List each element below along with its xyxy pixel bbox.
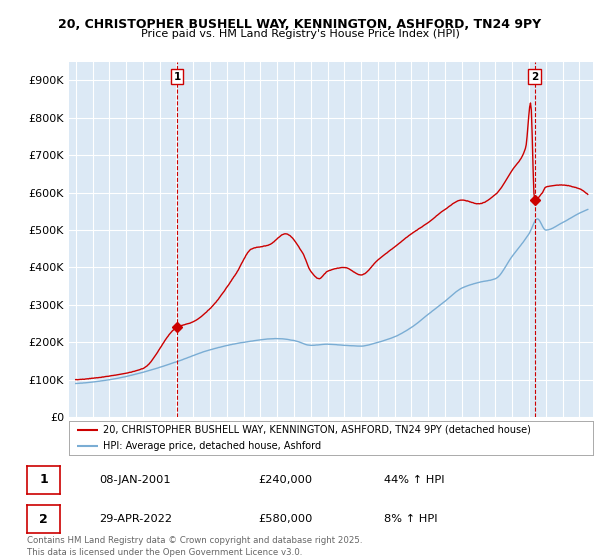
Text: Price paid vs. HM Land Registry's House Price Index (HPI): Price paid vs. HM Land Registry's House … [140, 29, 460, 39]
Text: 8% ↑ HPI: 8% ↑ HPI [384, 514, 437, 524]
Text: Contains HM Land Registry data © Crown copyright and database right 2025.
This d: Contains HM Land Registry data © Crown c… [27, 536, 362, 557]
Text: HPI: Average price, detached house, Ashford: HPI: Average price, detached house, Ashf… [103, 441, 321, 451]
Text: 29-APR-2022: 29-APR-2022 [99, 514, 172, 524]
Text: 44% ↑ HPI: 44% ↑ HPI [384, 475, 445, 485]
Text: 1: 1 [173, 72, 181, 82]
Text: 20, CHRISTOPHER BUSHELL WAY, KENNINGTON, ASHFORD, TN24 9PY: 20, CHRISTOPHER BUSHELL WAY, KENNINGTON,… [58, 18, 542, 31]
Text: 2: 2 [531, 72, 538, 82]
Text: 20, CHRISTOPHER BUSHELL WAY, KENNINGTON, ASHFORD, TN24 9PY (detached house): 20, CHRISTOPHER BUSHELL WAY, KENNINGTON,… [103, 424, 531, 435]
Text: 1: 1 [39, 473, 48, 486]
Text: £580,000: £580,000 [258, 514, 313, 524]
Text: 2: 2 [39, 512, 48, 525]
Text: 08-JAN-2001: 08-JAN-2001 [99, 475, 170, 485]
Text: £240,000: £240,000 [258, 475, 312, 485]
